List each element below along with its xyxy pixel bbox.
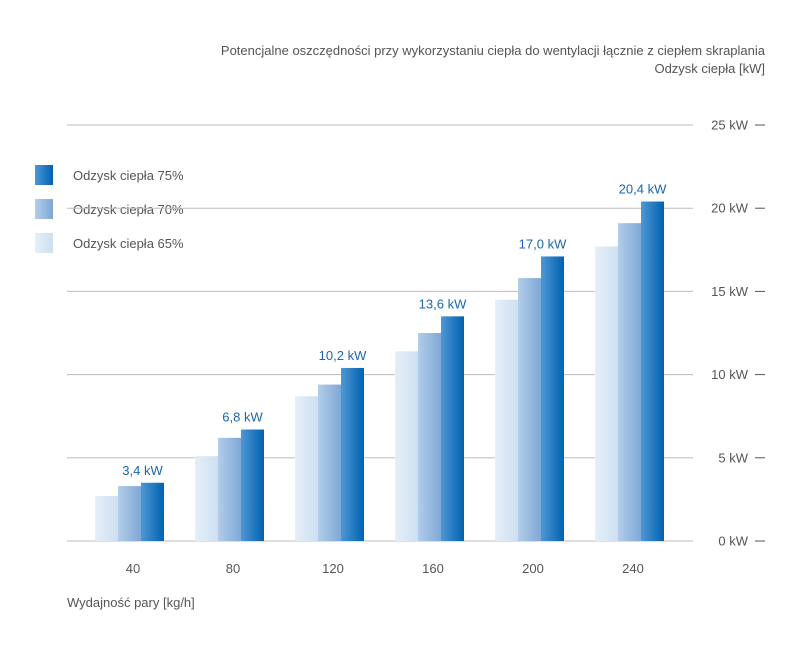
data-label: 10,2 kW [319,348,367,363]
y-tick-label: 5 kW [718,450,748,465]
y-tick-label: 20 kW [711,201,749,216]
x-tick-label: 120 [322,561,344,576]
x-tick-label: 80 [226,561,240,576]
legend-item-65: Odzysk ciepła 65% [35,233,184,253]
bar-80-70 [218,437,241,541]
data-label: 13,6 kW [419,296,467,311]
bar-120-75 [341,367,364,541]
legend-label-65: Odzysk ciepła 65% [73,235,184,251]
x-tick-label: 160 [422,561,444,576]
legend-swatch-65 [35,233,53,253]
bar-120-65 [295,396,318,541]
legend-label-75: Odzysk ciepła 75% [73,167,184,183]
bar-120-70 [318,384,341,541]
legend-item-75: Odzysk ciepła 75% [35,165,184,185]
bar-80-75 [241,429,264,541]
legend-swatch-75 [35,165,53,185]
data-label: 6,8 kW [222,410,263,425]
bar-200-70 [518,278,541,541]
bar-80-65 [195,456,218,541]
legend-swatch-70 [35,199,53,219]
y-tick-label: 25 kW [711,118,749,133]
y-axis-title: Odzysk ciepła [kW] [654,61,765,76]
bar-160-70 [418,333,441,541]
x-tick-label: 240 [622,561,644,576]
bar-40-70 [118,486,141,541]
bar-40-65 [95,496,118,541]
y-tick-label: 15 kW [711,284,749,299]
legend-label-70: Odzysk ciepła 70% [73,201,184,217]
bar-40-75 [141,482,164,541]
x-tick-label: 200 [522,561,544,576]
legend-item-70: Odzysk ciepła 70% [35,199,184,219]
data-label: 20,4 kW [619,182,667,197]
bar-200-75 [541,256,564,541]
x-axis-label: Wydajność pary [kg/h] [67,595,195,610]
bar-200-65 [495,299,518,541]
legend: Odzysk ciepła 75% Odzysk ciepła 70% Odzy… [35,165,184,267]
y-tick-label: 10 kW [711,367,749,382]
y-tick-label: 0 kW [718,534,748,549]
bar-240-70 [618,223,641,541]
bar-240-65 [595,246,618,542]
bar-160-65 [395,351,418,541]
bar-240-75 [641,201,664,541]
bar-160-75 [441,316,464,541]
chart-title: Potencjalne oszczędności przy wykorzysta… [220,43,765,58]
data-label: 17,0 kW [519,236,567,251]
x-tick-label: 40 [126,561,140,576]
data-label: 3,4 kW [122,463,163,478]
